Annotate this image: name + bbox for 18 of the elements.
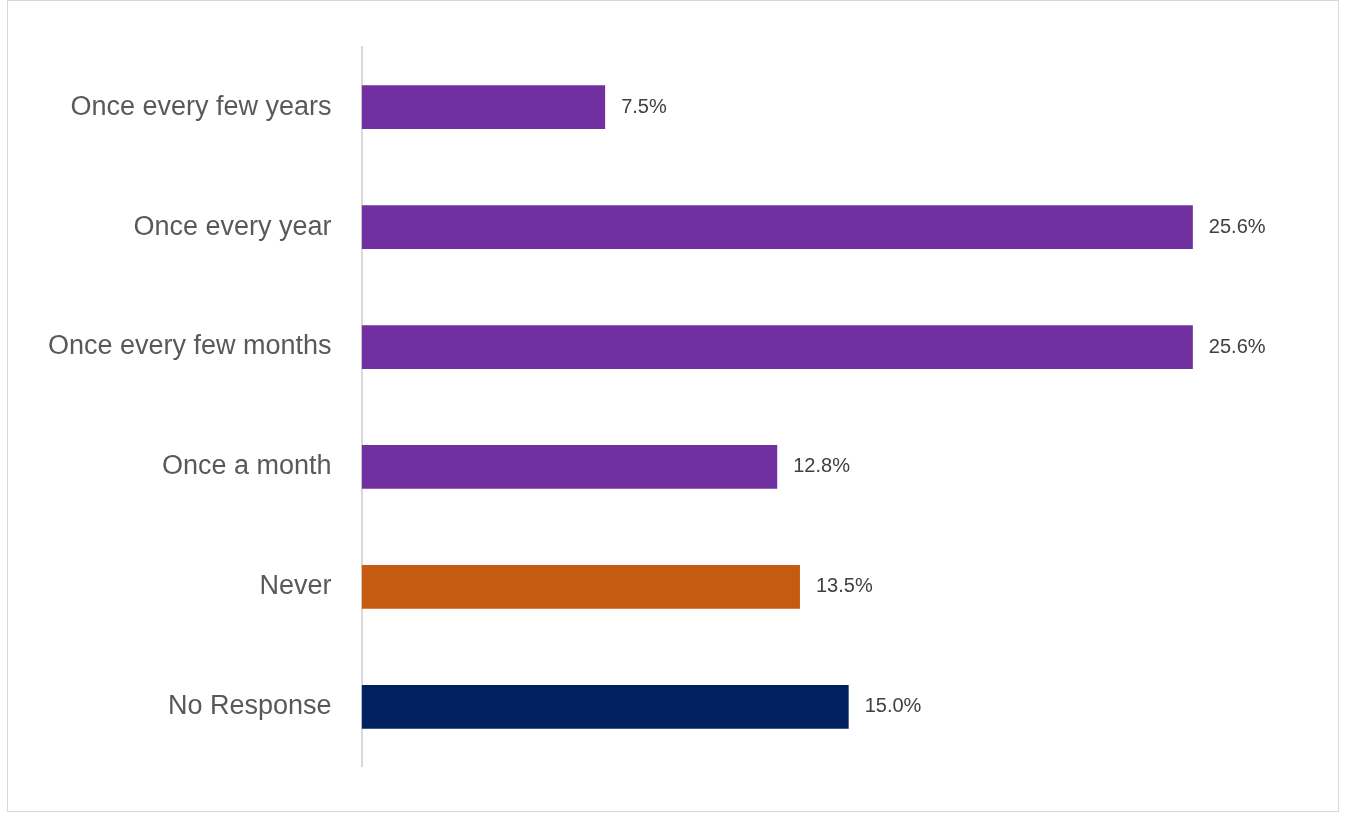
y-tick-label: No Response [168, 690, 332, 721]
bar [361, 325, 1193, 369]
data-label: 25.6% [1208, 334, 1266, 357]
data-label: 12.8% [793, 454, 851, 477]
data-label: 13.5% [815, 574, 873, 597]
bar [361, 565, 800, 609]
data-label: 15.0% [864, 694, 922, 717]
y-tick-label: Once a month [162, 450, 332, 481]
bar [361, 205, 1193, 249]
data-label: 25.6% [1208, 214, 1266, 237]
data-label: 7.5% [621, 94, 667, 117]
y-tick-label: Once every year [133, 210, 332, 241]
bar [361, 445, 778, 489]
y-tick-label: Once every few years [70, 90, 332, 121]
bar [361, 85, 606, 130]
y-tick-label: Never [259, 570, 332, 601]
y-tick-label: Once every few months [47, 330, 332, 361]
bar [361, 684, 849, 729]
